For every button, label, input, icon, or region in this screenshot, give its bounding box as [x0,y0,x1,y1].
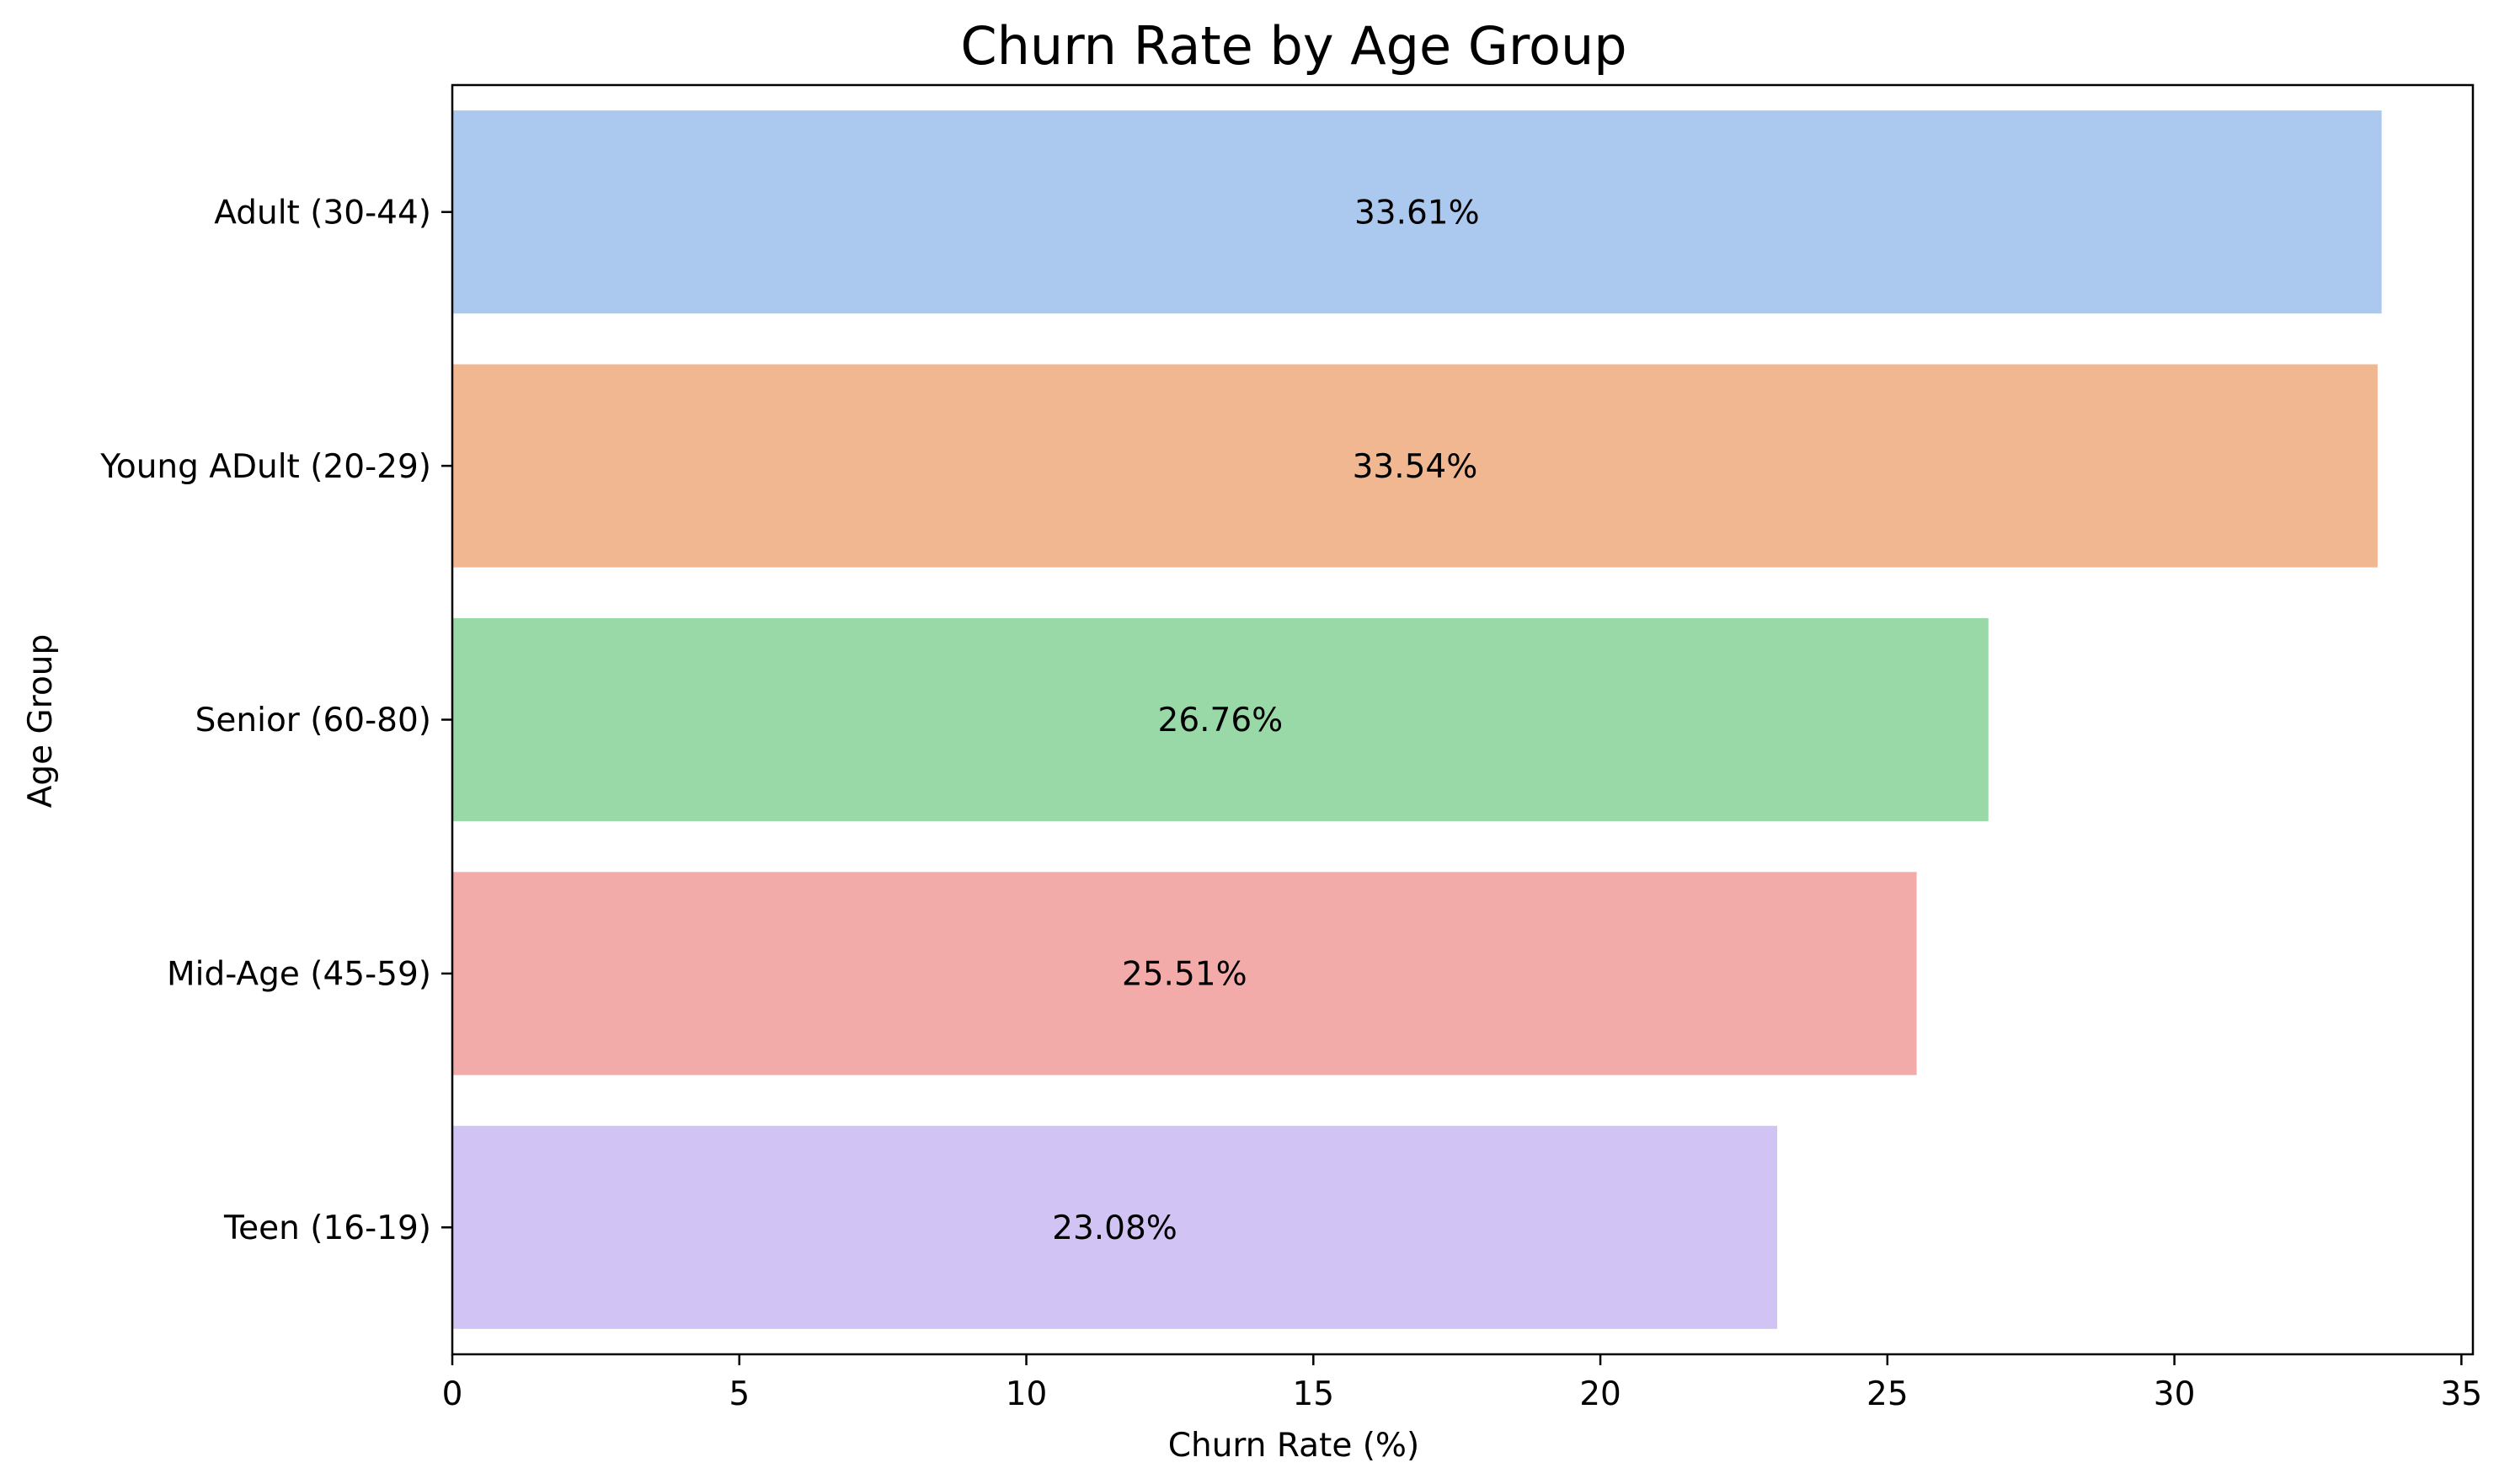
data-label-4: 23.08% [1052,1209,1177,1247]
x-axis: 0 5 10 15 20 25 30 35 [442,1354,2483,1413]
x-axis-title: Churn Rate (%) [1168,1427,1419,1465]
data-labels-group: 33.61% 33.54% 26.76% 25.51% 23.08% [1052,194,1480,1247]
data-label-0: 33.61% [1354,194,1480,232]
y-axis-title: Age Group [22,634,60,809]
x-tick-label-4: 20 [1579,1375,1621,1413]
y-tick-label-1: Young ADult (20-29) [99,448,431,486]
x-tick-label-6: 30 [2154,1375,2196,1413]
y-tick-label-4: Teen (16-19) [223,1209,431,1247]
x-tick-label-2: 10 [1006,1375,1048,1413]
x-tick-label-7: 35 [2441,1375,2483,1413]
x-tick-label-0: 0 [442,1375,463,1413]
bar-0 [452,110,2382,314]
bar-2 [452,617,1989,822]
y-tick-label-3: Mid-Age (45-59) [167,956,431,994]
bar-1 [452,364,2378,568]
bar-3 [452,872,1917,1076]
data-label-2: 26.76% [1158,702,1284,739]
y-tick-label-2: Senior (60-80) [195,702,431,739]
bars-group [452,110,2382,1329]
data-label-3: 25.51% [1122,956,1247,994]
data-label-1: 33.54% [1353,448,1478,486]
chart-title: Churn Rate by Age Group [960,15,1626,77]
bar-4 [452,1125,1777,1329]
y-tick-label-0: Adult (30-44) [214,194,431,232]
x-tick-label-5: 25 [1866,1375,1909,1413]
x-tick-label-3: 15 [1292,1375,1334,1413]
y-axis: Adult (30-44) Young ADult (20-29) Senior (… [99,194,452,1247]
x-tick-label-1: 5 [729,1375,750,1413]
